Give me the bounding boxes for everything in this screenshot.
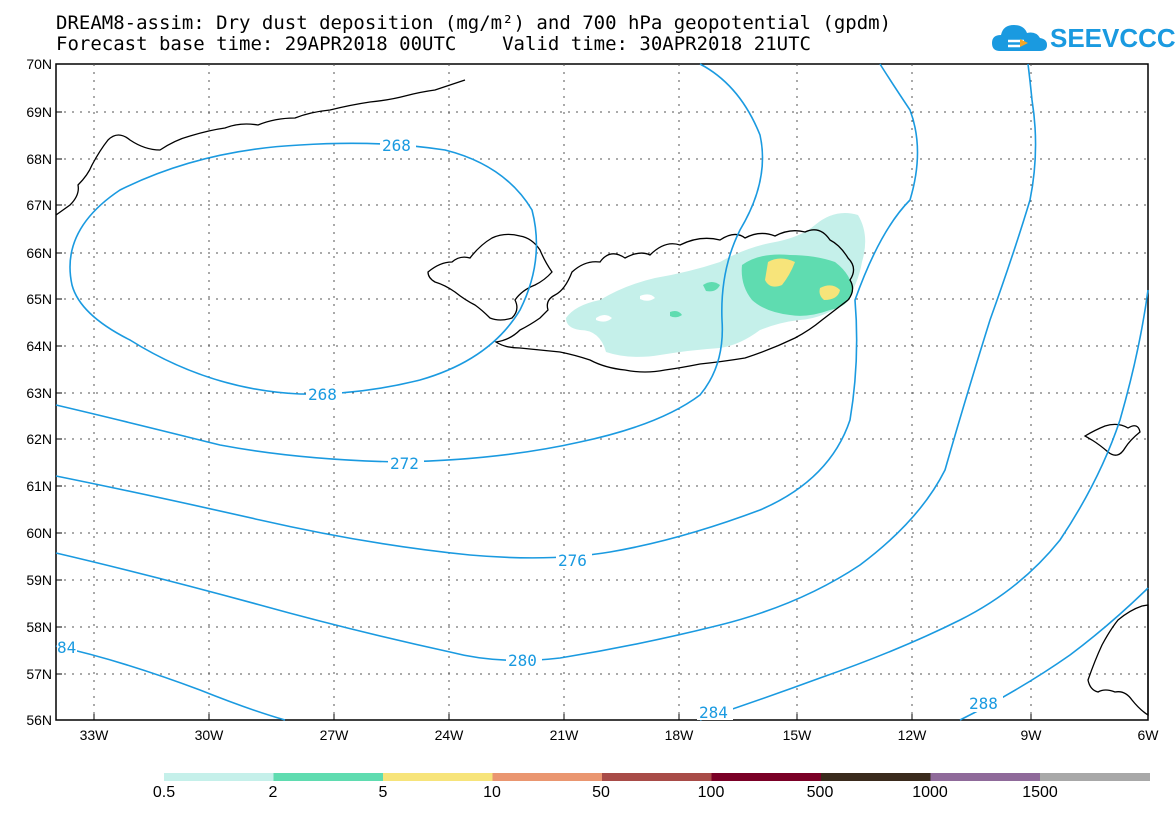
cloud-icon <box>992 25 1047 51</box>
legend-label: 50 <box>592 784 610 801</box>
lat-label: 58N <box>26 619 52 635</box>
dust-gap <box>596 315 612 322</box>
lat-label: 65N <box>26 291 52 307</box>
contour-labels: 268 268 272 276 280 284 84 288 <box>57 136 1003 722</box>
lon-label: 30W <box>195 727 225 743</box>
lat-label: 70N <box>26 56 52 72</box>
forecast-times: Forecast base time: 29APR2018 00UTC Vali… <box>56 33 811 55</box>
westfjords-coast <box>427 233 553 321</box>
legend-label: 100 <box>698 784 725 801</box>
contour-label-268-top: 268 <box>382 136 411 155</box>
scotland-coast <box>1087 604 1149 717</box>
legend-label: 500 <box>807 784 834 801</box>
lat-label: 59N <box>26 572 52 588</box>
lat-label: 63N <box>26 385 52 401</box>
lon-label: 33W <box>80 727 110 743</box>
contour-label-284: 284 <box>699 703 728 722</box>
legend-label: 2 <box>269 784 278 801</box>
dust-area-5b <box>819 285 840 300</box>
dust-gap-2 <box>640 294 655 301</box>
contour-label-276: 276 <box>558 551 587 570</box>
lon-label: 12W <box>898 727 928 743</box>
logo-text: SEEVCCC <box>1050 23 1175 53</box>
axis-ticks <box>56 63 1149 721</box>
legend-swatch <box>1040 773 1150 781</box>
greenland-coast <box>55 79 466 216</box>
legend-swatch <box>383 773 493 781</box>
lat-label: 68N <box>26 151 52 167</box>
dust-deposition-field <box>566 212 866 357</box>
legend-label: 5 <box>379 784 388 801</box>
map-frame <box>55 63 1149 721</box>
legend-label: 1000 <box>912 784 948 801</box>
geopotential-contours <box>55 63 1149 721</box>
lat-label: 61N <box>26 478 52 494</box>
legend-label: 0.5 <box>153 784 175 801</box>
lon-label: 9W <box>1021 727 1043 743</box>
legend-swatch <box>711 773 822 781</box>
contour-label-288: 288 <box>969 694 998 713</box>
contour-label-280: 280 <box>508 651 537 670</box>
lat-label: 62N <box>26 431 52 447</box>
contour-280 <box>55 63 1037 662</box>
lat-label: 60N <box>26 525 52 541</box>
map-title: DREAM8-assim: Dry dust deposition (mg/m²… <box>56 12 892 34</box>
contour-268 <box>69 142 538 395</box>
contour-label-272: 272 <box>390 454 419 473</box>
lat-label: 57N <box>26 666 52 682</box>
dust-area-5a <box>765 258 795 287</box>
legend-swatch <box>821 773 931 781</box>
legend-label: 1500 <box>1022 784 1058 801</box>
lon-label: 27W <box>320 727 350 743</box>
seevccc-logo: SEEVCCC <box>990 17 1175 61</box>
legend-swatch <box>164 773 274 781</box>
lat-label: 56N <box>26 712 52 728</box>
contour-276 <box>55 63 919 559</box>
legend-swatch <box>602 773 712 781</box>
legend-swatch <box>492 773 603 781</box>
graticule <box>56 64 1148 720</box>
iceland-coast <box>494 229 855 373</box>
legend-swatch <box>930 773 1041 781</box>
longitude-labels: 33W 30W 27W 24W 21W 18W 15W 12W 9W 6W <box>80 727 1160 743</box>
legend-swatch <box>273 773 384 781</box>
contour-label-268-bottom: 268 <box>308 385 337 404</box>
legend-label: 10 <box>483 784 501 801</box>
lat-label: 66N <box>26 245 52 261</box>
contour-284 <box>55 289 1149 721</box>
dust-area-2c <box>670 311 682 318</box>
lat-label: 67N <box>26 197 52 213</box>
coastlines <box>55 79 1149 717</box>
legend-labels: 0.5 2 5 10 50 100 500 1000 1500 <box>153 784 1058 801</box>
lon-label: 18W <box>665 727 695 743</box>
latitude-labels: 70N 69N 68N 67N 66N 65N 64N 63N 62N 61N … <box>26 56 52 728</box>
contour-272 <box>55 63 764 463</box>
dust-area-2b <box>703 282 720 292</box>
lon-label: 21W <box>550 727 580 743</box>
lon-label: 6W <box>1138 727 1160 743</box>
lat-label: 64N <box>26 338 52 354</box>
lon-label: 15W <box>783 727 813 743</box>
legend-colorbar <box>164 773 1150 781</box>
lat-label: 69N <box>26 104 52 120</box>
lon-label: 24W <box>435 727 465 743</box>
contour-label-284-left: 84 <box>57 638 76 657</box>
